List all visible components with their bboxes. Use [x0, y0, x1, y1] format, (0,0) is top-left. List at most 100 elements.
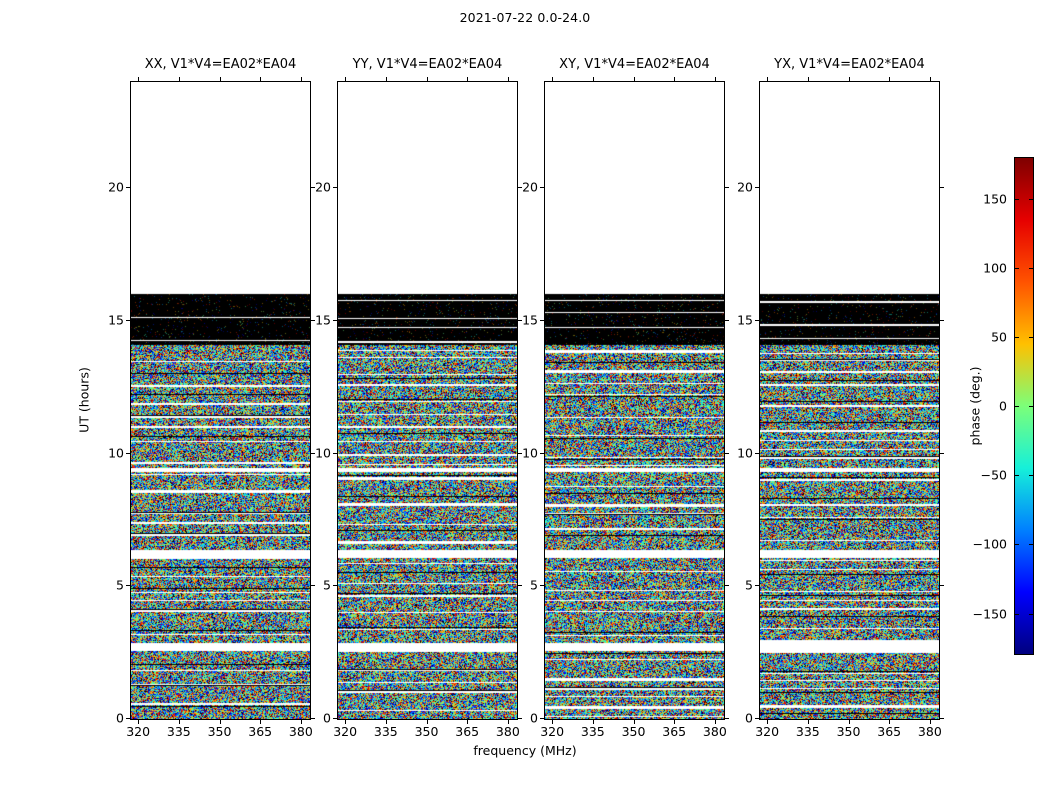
y-tick	[725, 718, 729, 719]
x-tick	[385, 77, 387, 81]
x-tick	[219, 77, 221, 81]
x-tick	[260, 720, 262, 724]
colorbar-tick-label: 0	[999, 398, 1007, 414]
x-tick-label: 365	[455, 724, 480, 739]
x-tick	[178, 720, 180, 724]
x-tick-label: 350	[621, 724, 646, 739]
y-axis-label: UT (hours)	[76, 367, 92, 433]
x-tick	[345, 77, 347, 81]
x-tick-label: 365	[662, 724, 687, 739]
y-tick	[518, 585, 522, 587]
x-tick-label: 350	[836, 724, 861, 739]
colorbar-tick-label: 100	[983, 260, 1007, 276]
x-tick-label: 380	[702, 724, 727, 739]
x-tick-label: 335	[373, 724, 398, 739]
plot-area[interactable]	[130, 81, 311, 720]
y-tick	[311, 718, 315, 719]
y-tick	[333, 585, 337, 587]
plot-area[interactable]	[759, 81, 940, 720]
y-tick	[518, 319, 522, 321]
y-tick	[940, 452, 944, 454]
x-tick-label: 320	[540, 724, 565, 739]
x-tick-label: 335	[166, 724, 191, 739]
colorbar-tick	[1029, 613, 1034, 615]
x-tick	[848, 720, 850, 724]
y-tick	[755, 718, 759, 719]
x-tick	[426, 77, 428, 81]
x-tick-label: 380	[917, 724, 942, 739]
x-tick	[138, 720, 140, 724]
y-tick	[725, 187, 729, 189]
x-tick	[507, 77, 509, 81]
colorbar-tick	[1029, 406, 1034, 407]
colorbar-tick-label: −150	[972, 606, 1007, 621]
x-tick-label: 350	[207, 724, 232, 739]
x-tick	[674, 77, 676, 81]
y-tick	[940, 718, 944, 719]
colorbar-tick	[1029, 267, 1034, 269]
y-tick	[755, 319, 759, 321]
x-tick-label: 335	[795, 724, 820, 739]
y-tick-label: 20	[108, 179, 124, 195]
y-tick-label: 20	[315, 179, 331, 195]
panel-yy: YY, V1*V4=EA02*EA04 0 5 10 15 20 320 335 350 365…	[315, 57, 522, 739]
panel-yx: YX, V1*V4=EA02*EA04 0 5 10 15 20 320 335 350 365…	[737, 57, 944, 739]
y-tick	[126, 319, 130, 321]
colorbar-tick	[1014, 267, 1019, 269]
plot-area[interactable]	[337, 81, 518, 720]
colorbar-tick	[1029, 544, 1034, 546]
figure-suptitle: 2021-07-22 0.0-24.0	[459, 10, 591, 25]
y-tick-label: 10	[522, 445, 538, 461]
y-tick-label: 5	[745, 577, 753, 593]
x-tick-label: 320	[126, 724, 151, 739]
x-tick	[467, 720, 469, 724]
x-tick	[592, 720, 594, 724]
x-tick	[219, 720, 221, 724]
y-tick	[940, 319, 944, 321]
y-tick	[126, 452, 130, 454]
y-tick	[540, 718, 544, 719]
colorbar-ticks: −150 −100 −50 0 50 100 150	[973, 157, 1034, 655]
y-tick	[940, 187, 944, 189]
y-tick	[725, 319, 729, 321]
x-tick	[385, 720, 387, 724]
y-tick-label: 15	[522, 312, 538, 328]
x-tick	[767, 77, 769, 81]
panel-xy: XY, V1*V4=EA02*EA04 0 5 10 15 20 320 335 350 365…	[522, 57, 729, 739]
x-tick	[848, 77, 850, 81]
y-tick	[311, 319, 315, 321]
y-tick	[940, 585, 944, 587]
y-tick	[540, 585, 544, 587]
x-tick	[767, 720, 769, 724]
y-tick	[311, 187, 315, 189]
y-tick	[311, 452, 315, 454]
y-tick-label: 10	[315, 445, 331, 461]
y-tick-label: 20	[522, 179, 538, 195]
y-tick	[333, 319, 337, 321]
panel-title: XY, V1*V4=EA02*EA04	[559, 57, 710, 72]
x-tick	[507, 720, 509, 724]
y-tick-label: 5	[530, 577, 538, 593]
colorbar-tick	[1029, 336, 1034, 338]
y-tick	[518, 718, 522, 719]
y-tick-label: 0	[323, 710, 331, 726]
x-tick	[807, 77, 809, 81]
x-tick	[467, 77, 469, 81]
colorbar-tick	[1014, 198, 1019, 200]
plot-area[interactable]	[544, 81, 725, 720]
y-tick	[540, 319, 544, 321]
x-tick	[929, 77, 931, 81]
colorbar-tick	[1014, 544, 1019, 546]
x-tick	[889, 77, 891, 81]
x-tick	[929, 720, 931, 724]
colorbar[interactable]: −150 −100 −50 0 50 100 150	[973, 157, 1034, 655]
y-tick-label: 15	[315, 312, 331, 328]
y-tick-label: 5	[116, 577, 124, 593]
x-tick	[426, 720, 428, 724]
x-axis-label: frequency (MHz)	[473, 743, 577, 758]
colorbar-tick-label: −100	[972, 536, 1007, 552]
colorbar-tick	[1014, 613, 1019, 615]
y-tick-label: 5	[323, 577, 331, 593]
y-tick	[518, 187, 522, 189]
y-tick	[126, 718, 130, 719]
